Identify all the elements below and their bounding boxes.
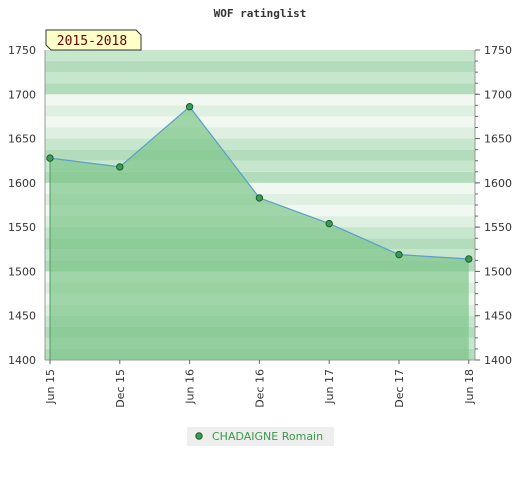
legend[interactable]: CHADAIGNE Romain <box>187 427 334 446</box>
data-point[interactable] <box>325 219 333 228</box>
x-tick-label: Jun 15 <box>44 369 57 405</box>
y-tick-label-left: 1500 <box>8 265 36 278</box>
grid-band <box>45 61 475 73</box>
x-tick-label: Dec 15 <box>114 369 127 408</box>
x-tick-label: Dec 17 <box>393 369 406 408</box>
grid-band <box>45 105 475 117</box>
y-axis-right: 1400 1450 1500 1550 1600 1650 1700 1750 <box>475 44 512 367</box>
y-tick-label-right: 1550 <box>484 221 512 234</box>
period-badge-label: 2015-2018 <box>57 34 127 49</box>
y-tick-label-left: 1550 <box>8 221 36 234</box>
x-tick-label: Jun 18 <box>463 369 476 405</box>
y-axis-left: 1400 1450 1500 1550 1600 1650 1700 1750 <box>8 44 36 367</box>
y-tick-label-right: 1700 <box>484 88 512 101</box>
data-point[interactable] <box>46 154 54 162</box>
period-badge-box <box>45 29 142 51</box>
y-tick-label-left: 1650 <box>8 133 36 146</box>
data-points <box>46 103 473 263</box>
y-tick-label-left: 1400 <box>8 354 36 367</box>
data-point[interactable] <box>185 103 194 111</box>
series-area-fill <box>50 106 469 360</box>
legend-marker <box>195 432 203 440</box>
y-tick-label-right: 1600 <box>484 177 512 190</box>
grid-band <box>45 83 475 95</box>
period-badge: 2015-2018 <box>45 29 142 51</box>
y-tick-label-left: 1750 <box>8 44 36 57</box>
x-tick-label: Jun 16 <box>184 369 197 405</box>
x-tick-label: Dec 16 <box>253 369 266 408</box>
data-point[interactable] <box>255 194 264 202</box>
y-tick-label-right: 1750 <box>484 44 512 57</box>
grid-band <box>45 72 475 84</box>
data-point[interactable] <box>116 163 124 171</box>
y-tick-label-left: 1700 <box>8 88 36 101</box>
grid-band <box>45 149 475 161</box>
legend-label: CHADAIGNE Romain <box>212 430 323 443</box>
grid-band <box>45 94 475 106</box>
y-tick-label-right: 1400 <box>484 354 512 367</box>
grid-band <box>45 127 475 139</box>
x-axis: Jun 15 Dec 15 Jun 16 Dec 16 Jun 17 Dec 17 Jun … <box>44 360 476 408</box>
legend-box <box>187 427 334 446</box>
y-tick-label-left: 1450 <box>8 310 36 323</box>
y-tick-label-left: 1600 <box>8 177 36 190</box>
chart-title: WOF ratinglist <box>214 7 307 20</box>
x-tick-label: Jun 17 <box>323 369 336 405</box>
data-point[interactable] <box>395 250 403 259</box>
grid-band <box>45 50 475 62</box>
y-tick-label-right: 1500 <box>484 265 512 278</box>
grid-band <box>45 182 475 194</box>
y-tick-label-right: 1450 <box>484 310 512 323</box>
grid-band <box>45 171 475 183</box>
grid-band <box>45 138 475 150</box>
grid-band <box>45 160 475 172</box>
grid-band <box>45 116 475 128</box>
data-point[interactable] <box>465 255 473 263</box>
y-tick-label-right: 1650 <box>484 133 512 146</box>
